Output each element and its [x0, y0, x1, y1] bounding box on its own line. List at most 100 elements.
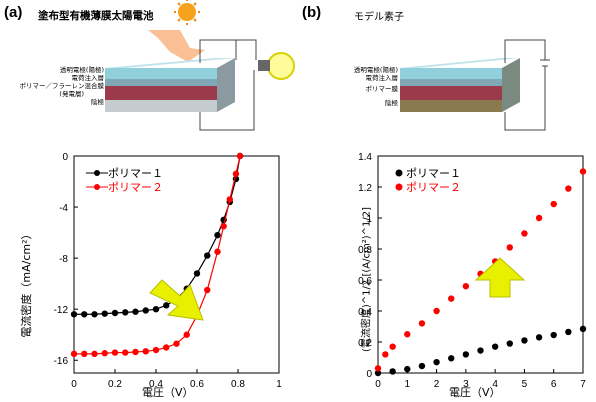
chart-b-xtick-label: 4	[492, 379, 498, 390]
chart-a-xtick-label: 0.2	[108, 379, 122, 390]
chart-a-series-2-point	[173, 340, 180, 347]
panel-b-label: (b)	[302, 4, 322, 21]
chart-b-ytick-label: 0	[366, 369, 372, 380]
chart-a-series-2-point	[204, 286, 211, 294]
chart-a-series-1-point	[204, 252, 211, 259]
layer-label-active: ポリマー／フラーレン混合膜	[19, 82, 105, 90]
chart-a-series-2-point	[101, 350, 108, 357]
layer-label-injection: 電荷注入層	[71, 74, 105, 82]
sun-icon	[174, 0, 200, 25]
chart-b-series-1-point	[550, 331, 557, 339]
legend-b-item-1: ポリマー１	[392, 166, 461, 180]
chart-b-xlabel: 電圧（V）	[449, 386, 501, 399]
chart-b-series-1-point	[418, 362, 426, 370]
chart-b-series-2-point	[404, 331, 411, 338]
chart-b-xtick-label: 3	[463, 379, 469, 390]
panel-a-device-diagram	[105, 0, 295, 131]
legend-a-item-1: ポリマー１	[86, 166, 163, 180]
chart-a-series-1-point	[111, 309, 119, 317]
chart-b-xtick-label: 5	[522, 379, 528, 390]
chart-a-series-1-point	[152, 305, 160, 313]
layer-label-generation: (発電層)	[59, 90, 84, 98]
chart-b-series-1-point	[477, 347, 484, 354]
chart-b-series-1-point	[404, 365, 411, 373]
chart-b-series-1-point	[506, 340, 513, 347]
legend-a-item-2: ポリマー２	[86, 180, 163, 194]
chart-a-ytick-label: -16	[54, 356, 69, 367]
chart-b-series-1-point	[389, 368, 396, 375]
chart-a-xtick-label: 1	[276, 379, 282, 390]
chart-b-series-2-point	[433, 307, 440, 315]
chart-a-series-2-point	[183, 331, 190, 338]
legend-b-label-1: ポリマー１	[406, 167, 461, 180]
chart-b-series-2-point	[521, 230, 528, 237]
chart-a-series-2-point	[81, 350, 88, 358]
light-arrow	[148, 30, 205, 62]
chart-b-ytick-label: 0.2	[358, 338, 372, 349]
chart-a-ytick-label: 0	[62, 152, 68, 163]
panel-a-layer-labels: 透明電極(陽極) 電荷注入層 ポリマー／フラーレン混合膜 (発電層) 陰極	[2, 66, 105, 106]
chart-b-series-2-point	[462, 283, 470, 290]
chart-a-series-2-point	[236, 152, 244, 160]
legend-a-label-2: ポリマー２	[108, 181, 163, 194]
chart-a-arrow	[149, 279, 204, 321]
chart-a-series-1-point	[214, 231, 221, 239]
chart-b-xtick-label: 6	[551, 379, 557, 390]
chart-b-series-2-point	[550, 200, 557, 208]
chart-b-ytick-label: 1.2	[358, 183, 372, 194]
circuit-b	[504, 39, 550, 131]
chart-b-series-2-point	[448, 295, 455, 302]
chart-a-ylabel: 電流密度（mA/cm²）	[20, 228, 33, 338]
chart-b-xtick-label: 0	[375, 379, 381, 390]
circuit	[199, 39, 257, 131]
panel-b-device-diagram	[400, 39, 550, 131]
chart-a-series-2-point	[226, 196, 233, 203]
chart-a-series-2-point	[220, 223, 227, 230]
device-stack	[105, 58, 235, 112]
chart-a-series-2-point	[111, 349, 119, 356]
chart-a-frame	[73, 155, 280, 374]
chart-a-xlabel: 電圧（V）	[142, 386, 194, 399]
chart-b-xtick-label: 2	[434, 379, 440, 390]
chart-b-series-1-point	[462, 351, 470, 358]
chart-b-ytick-label: 1	[366, 214, 372, 225]
layer-label-b-anode: 透明電極(陽極)	[353, 66, 398, 74]
chart-a-legend: ポリマー１ ポリマー２	[86, 166, 163, 194]
chart-a-series-1-point	[193, 270, 201, 277]
chart-a-series-1-point	[142, 307, 149, 314]
layer-label-b-injection: 電荷注入層	[365, 74, 399, 82]
panel-b-title: モデル素子	[354, 12, 404, 23]
chart-a-series-2-point	[232, 170, 240, 178]
chart-b-ytick-label: 0.8	[358, 245, 372, 256]
chart-a-ytick-label: -4	[59, 203, 68, 214]
chart-a-series-1-point	[122, 309, 129, 316]
chart-a-xtick-label: 0.8	[231, 379, 245, 390]
chart-a-series-2-point	[122, 349, 129, 356]
chart-a-series-2-point	[70, 350, 78, 358]
chart-b-xtick-label: 1	[405, 379, 411, 390]
chart-a-series-2-point	[152, 346, 160, 354]
chart-a-series-1-point	[101, 310, 108, 317]
chart-a-xtick-label: 0.6	[190, 379, 204, 390]
chart-b-series-2-point	[418, 320, 426, 327]
chart-b-series-2-point	[389, 343, 396, 350]
chart-b-series-1-point	[535, 334, 543, 341]
chart-b-series-2-point	[579, 168, 587, 175]
layer-label-b-polymer: ポリマー膜	[365, 85, 399, 93]
chart-a-series-2-point	[214, 248, 221, 255]
chart-b-series-1-point	[491, 343, 499, 350]
chart-b-ytick-label: 0.6	[358, 276, 372, 287]
chart-b-arrow	[474, 257, 526, 298]
chart-a-series-1-point	[91, 311, 98, 318]
chart-b-series-2-point	[565, 185, 572, 192]
chart-b-series-1-point	[521, 337, 528, 344]
layer-label-cathode: 陰極	[91, 98, 104, 106]
chart-b-plot: 0 1 2 3 4 5 6 7 0 0.2 0.4 0.6 0.8 1 1.2 1.4	[358, 152, 586, 390]
chart-b-series-1-point	[565, 328, 572, 336]
chart-b-series-2-point	[374, 365, 382, 372]
layer-label-anode: 透明電極(陽極)	[59, 66, 104, 74]
chart-a-series-1-point	[81, 311, 88, 318]
panel-b-layer-labels: 透明電極(陽極) 電荷注入層 ポリマー膜 陰極	[300, 66, 398, 107]
chart-a-xtick-label: 0.4	[149, 379, 163, 390]
chart-b-legend: ポリマー１ ポリマー２	[392, 166, 461, 194]
